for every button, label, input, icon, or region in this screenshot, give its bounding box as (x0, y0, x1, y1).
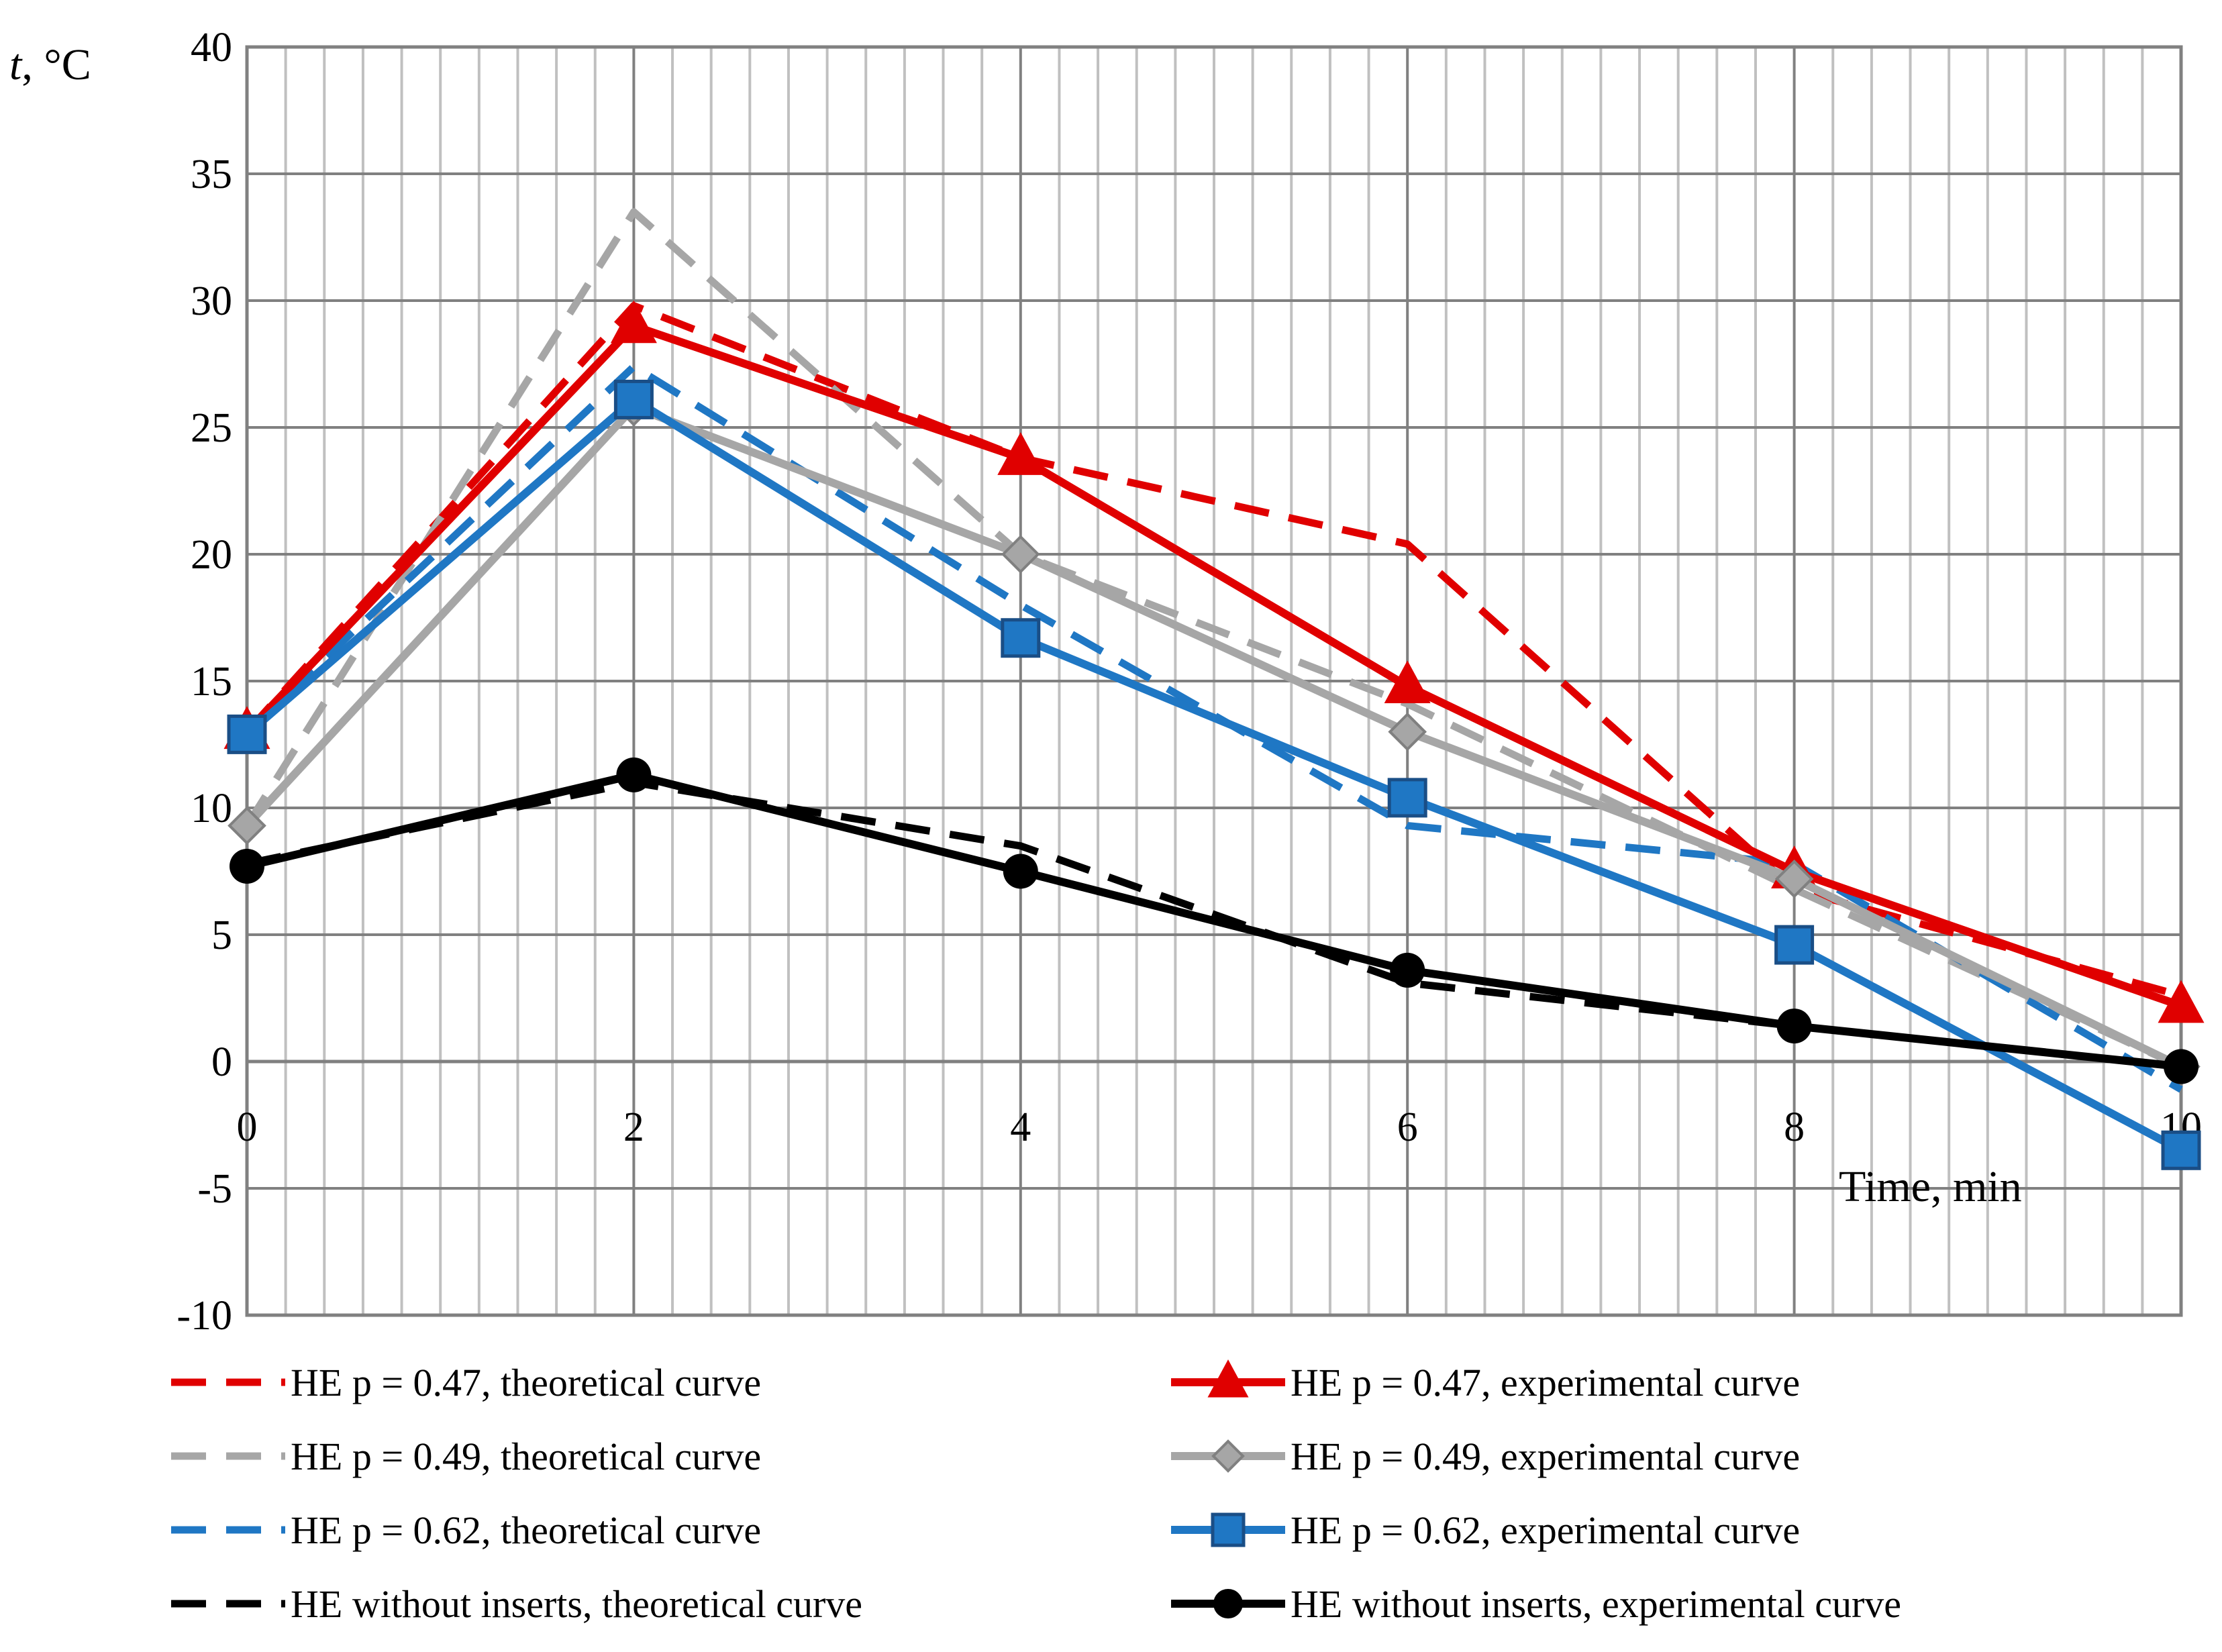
data-point-square (1774, 925, 1815, 965)
data-point-square (1387, 778, 1427, 818)
legend-label: HE without inserts, experimental curve (1291, 1582, 1901, 1626)
y-tick-label: 35 (191, 152, 232, 197)
data-point-triangle (1384, 660, 1431, 704)
data-point-diamond (1211, 1439, 1245, 1473)
series-8 (230, 757, 2199, 1084)
y-axis-title-unit: , °C (21, 40, 91, 89)
y-tick-label: 30 (191, 278, 232, 324)
experimental-curve-line (244, 403, 2183, 1070)
x-tick-label: 8 (1784, 1104, 1805, 1150)
data-point-triangle (610, 300, 657, 344)
x-axis-title: Time, min (1839, 1162, 2022, 1211)
x-tick-label: 2 (623, 1104, 644, 1150)
legend-item: HE p = 0.47, theoretical curve (171, 1361, 761, 1404)
y-axis-title: t, °C (9, 40, 91, 89)
y-tick-label: 20 (191, 532, 232, 578)
experimental-curve-line (244, 395, 2183, 1154)
legend-item: HE p = 0.62, experimental curve (1171, 1508, 1800, 1552)
x-tick-label: 6 (1397, 1104, 1418, 1150)
legend-label: HE p = 0.47, theoretical curve (291, 1361, 761, 1404)
legend-label: HE without inserts, theoretical curve (291, 1582, 862, 1626)
data-point-circle (616, 757, 652, 792)
y-tick-label: 15 (191, 659, 232, 705)
legend-item: HE p = 0.62, theoretical curve (171, 1508, 761, 1552)
y-tick-label: 10 (191, 786, 232, 831)
data-point-square (1001, 618, 1041, 658)
data-point-diamond (1388, 712, 1427, 752)
legend: HE p = 0.47, theoretical curve HE p = 0.4… (171, 1359, 1901, 1626)
experimental-curve-line (246, 770, 2182, 1071)
data-point-circle (1003, 854, 1038, 889)
legend-item: HE without inserts, theoretical curve (171, 1582, 862, 1626)
legend-item: HE without inserts, experimental curve (1171, 1582, 1901, 1626)
data-point-square (1211, 1512, 1246, 1547)
data-point-circle (1213, 1589, 1243, 1618)
theoretical-curve-line (244, 208, 2183, 1070)
data-point-triangle (1207, 1359, 1249, 1398)
data-point-diamond (1001, 535, 1040, 574)
experimental-curve-line (244, 321, 2182, 1010)
y-tick-label: -5 (197, 1166, 232, 1212)
theoretical-curve-line (244, 302, 2182, 1000)
x-tick-label: 4 (1010, 1104, 1031, 1150)
legend-label: HE p = 0.47, experimental curve (1291, 1361, 1800, 1404)
theoretical-curve-line (244, 362, 2183, 1093)
series-layer (223, 208, 2205, 1170)
legend-item: HE p = 0.49, experimental curve (1171, 1435, 1800, 1478)
x-axis-tick-labels: 0 2 4 6 8 10 (237, 1104, 2203, 1150)
series-6 (227, 379, 2201, 1170)
legend-item: HE p = 0.49, theoretical curve (171, 1435, 761, 1478)
legend-label: HE p = 0.62, theoretical curve (291, 1508, 761, 1552)
data-point-circle (2164, 1049, 2199, 1084)
y-tick-label: 40 (191, 25, 232, 70)
legend-label: HE p = 0.49, theoretical curve (291, 1435, 761, 1478)
y-tick-label: -10 (176, 1293, 232, 1339)
legend-label: HE p = 0.49, experimental curve (1291, 1435, 1800, 1478)
y-tick-label: 0 (211, 1039, 232, 1085)
legend-item: HE p = 0.47, experimental curve (1171, 1359, 1800, 1404)
y-tick-label: 25 (191, 405, 232, 451)
data-point-square (613, 379, 654, 419)
x-tick-label: 0 (237, 1104, 258, 1150)
data-point-circle (1390, 952, 1425, 988)
series-1 (244, 302, 2182, 1000)
series-5 (244, 362, 2183, 1093)
data-point-diamond (1774, 860, 1814, 898)
data-point-circle (1776, 1009, 1812, 1044)
y-axis-title-symbol: t (9, 40, 23, 89)
series-3 (244, 208, 2183, 1070)
data-point-circle (230, 848, 264, 884)
data-point-square (2161, 1130, 2201, 1170)
y-tick-label: 5 (211, 913, 232, 958)
data-point-triangle (2158, 980, 2205, 1023)
data-point-square (227, 714, 267, 754)
data-point-diamond (228, 806, 266, 845)
plot-area-frame (245, 45, 2183, 1317)
data-point-triangle (997, 432, 1044, 475)
legend-label: HE p = 0.62, experimental curve (1291, 1508, 1800, 1552)
y-axis-tick-labels: -10 -5 0 5 10 15 20 25 30 35 40 (176, 25, 232, 1339)
